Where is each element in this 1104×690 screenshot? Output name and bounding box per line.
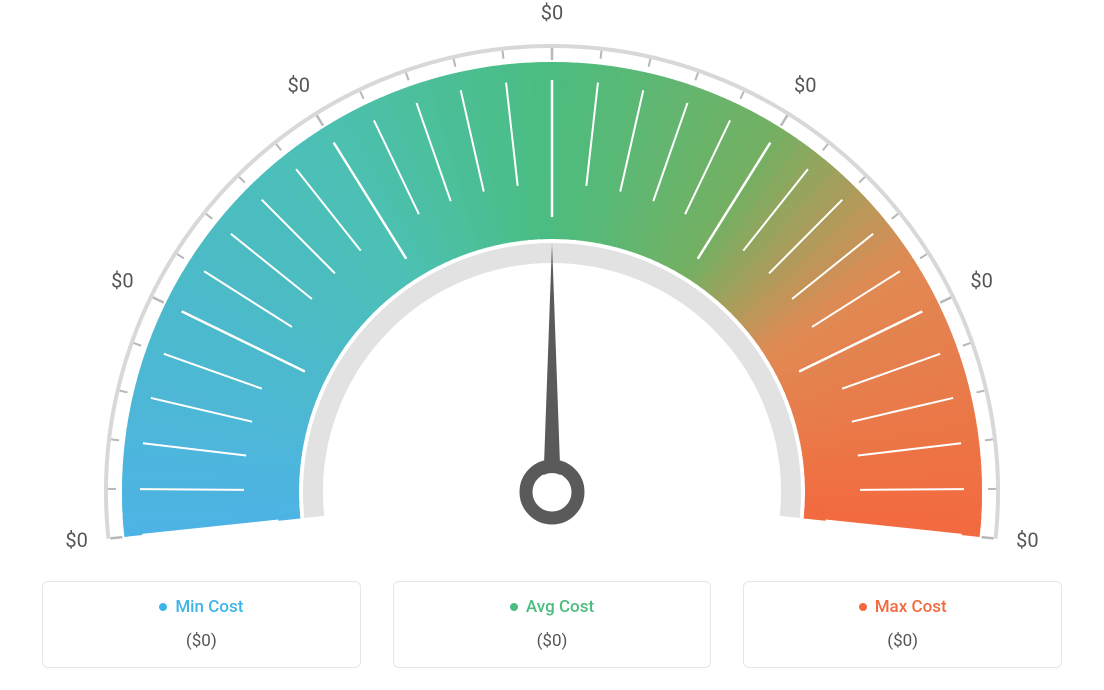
legend-title-max: Max Cost [859,597,947,617]
gauge-chart: $0 $0 $0 $0 $0 $0 $0 [0,0,1104,560]
legend-card-avg: Avg Cost ($0) [393,581,712,668]
svg-text:$0: $0 [1016,528,1038,552]
legend-row: Min Cost ($0) Avg Cost ($0) Max Cost ($0… [0,581,1104,668]
legend-dot-min [159,603,167,611]
legend-label: Min Cost [175,597,243,617]
gauge-svg: $0 $0 $0 $0 $0 $0 $0 [0,0,1104,560]
legend-card-min: Min Cost ($0) [42,581,361,668]
legend-label: Avg Cost [526,597,594,617]
legend-title-avg: Avg Cost [510,597,594,617]
legend-value-min: ($0) [53,631,350,651]
svg-text:$0: $0 [541,0,563,24]
legend-dot-max [859,603,867,611]
svg-text:$0: $0 [794,73,816,97]
svg-text:$0: $0 [111,269,133,293]
svg-text:$0: $0 [65,528,87,552]
legend-card-max: Max Cost ($0) [743,581,1062,668]
legend-label: Max Cost [875,597,947,617]
legend-dot-avg [510,603,518,611]
svg-text:$0: $0 [970,269,992,293]
legend-title-min: Min Cost [159,597,243,617]
legend-value-avg: ($0) [404,631,701,651]
svg-text:$0: $0 [287,73,309,97]
legend-value-max: ($0) [754,631,1051,651]
